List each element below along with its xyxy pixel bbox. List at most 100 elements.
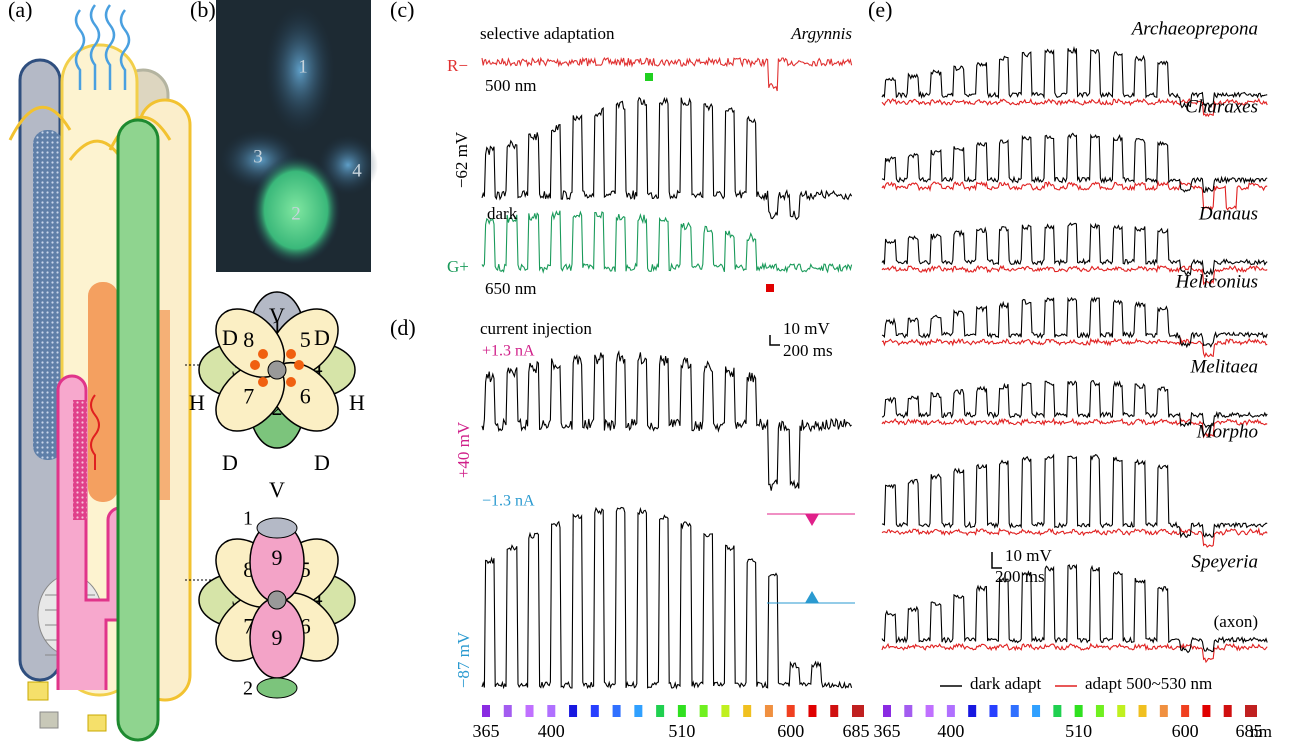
panel-label: (d): [390, 315, 416, 340]
stimulus-color: [1181, 705, 1189, 717]
stim-marker: [805, 514, 819, 526]
stimulus-color: [1075, 705, 1083, 717]
wavelength-tick: 600: [777, 721, 804, 741]
stimulus-color: [1117, 705, 1125, 717]
stimulus-color: [1032, 705, 1040, 717]
photo-label: 2: [291, 203, 301, 224]
direction: V: [269, 477, 285, 502]
wavelength-tick: 510: [1065, 721, 1092, 741]
stimulus-color: [989, 705, 997, 717]
direction: D: [314, 325, 330, 350]
stimulus-color: [787, 705, 795, 717]
wavelength-tick: 510: [668, 721, 695, 741]
species: Speyeria: [1192, 551, 1258, 572]
wavelength-tick: 685: [843, 721, 870, 741]
cell-number: 6: [300, 383, 311, 408]
stimulus-color: [526, 705, 534, 717]
cell-number: 9: [272, 625, 283, 650]
cell-number: 7: [243, 383, 254, 408]
wavelength: 500 nm: [485, 76, 536, 95]
wavelength-tick: 685: [1236, 721, 1263, 741]
scale-time: 200 ms: [783, 341, 833, 360]
current: −1.3 nA: [482, 493, 535, 510]
direction: V: [269, 303, 285, 328]
stimulus-color: [1139, 705, 1147, 717]
stimulus-color: [947, 705, 955, 717]
species: Charaxes: [1185, 96, 1258, 117]
stimulus-color: [678, 705, 686, 717]
stimulus-color: [808, 705, 816, 717]
traces: [482, 48, 1267, 688]
species: Archaeoprepona: [1130, 18, 1258, 39]
stimulus-color: [700, 705, 708, 717]
rhabdom-center: [268, 361, 286, 379]
trace: [882, 455, 1267, 538]
trace: [882, 381, 1267, 428]
panel-label: (b): [190, 0, 216, 22]
rhabdom-illustration: [10, 5, 220, 740]
trace-label: G+: [447, 257, 469, 276]
wavelength-tick: 365: [473, 721, 500, 741]
stimulus-color: [504, 705, 512, 717]
stimulus-color: [1096, 705, 1104, 717]
stim-marker: [805, 591, 819, 603]
photo-label: 3: [253, 146, 263, 167]
potential: −87 mV: [454, 631, 473, 688]
panel-label: (a): [8, 0, 32, 22]
marker: [645, 73, 653, 81]
cell-number: 5: [300, 327, 311, 352]
stimulus-color: [968, 705, 976, 717]
stimulus-color: [926, 705, 934, 717]
stimulus-color: [904, 705, 912, 717]
legend-entry: dark adapt: [970, 674, 1042, 693]
rhabdom-center: [268, 591, 286, 609]
wavelength: 650 nm: [485, 279, 536, 298]
trace: [882, 565, 1267, 652]
scale-voltage: 10 mV: [783, 319, 830, 338]
stimulus-color: [1202, 705, 1210, 717]
pigment: [294, 360, 304, 370]
cell-number: 1: [243, 508, 253, 530]
stimulus-color: [591, 705, 599, 717]
stimulus-color: [721, 705, 729, 717]
direction: D: [314, 450, 330, 475]
stimulus-color: [1053, 705, 1061, 717]
species: Morpho: [1196, 421, 1258, 442]
scale-bar: [992, 552, 1002, 568]
wavelength-tick: 600: [1172, 721, 1199, 741]
panel-title: selective adaptation: [480, 24, 615, 43]
trace: [482, 98, 852, 220]
scale-voltage: 10 mV: [1005, 546, 1052, 565]
stimulus-color: [765, 705, 773, 717]
current: +1.3 nA: [482, 343, 535, 360]
scale-time: 200 ms: [995, 567, 1045, 586]
stimulus-color: [547, 705, 555, 717]
pigment: [286, 377, 296, 387]
stimulus-color: [569, 705, 577, 717]
cell-number: 2: [243, 678, 253, 700]
trace: [482, 508, 852, 689]
stimulus-color: [634, 705, 642, 717]
direction: D: [222, 325, 238, 350]
cell: [257, 678, 297, 698]
scale-bar: [770, 335, 780, 345]
direction: D: [222, 450, 238, 475]
photo-label: 4: [352, 160, 362, 181]
dark-label: dark: [487, 204, 518, 223]
potential: +40 mV: [454, 421, 473, 478]
stimulus-color: [482, 705, 490, 717]
legend-entry: adapt 500~530 nm: [1085, 674, 1212, 693]
cell: [257, 518, 297, 538]
species: Argynnis: [790, 24, 852, 43]
species: Melitaea: [1189, 356, 1258, 377]
stimulus-color: [656, 705, 664, 717]
stimulus-color: [883, 705, 891, 717]
panel-label: (e): [868, 0, 892, 22]
wavelength-tick: 365: [874, 721, 901, 741]
species: Danaus: [1198, 203, 1258, 224]
stimulus-color: [1011, 705, 1019, 717]
trace: [882, 339, 1267, 357]
stimulus-color: [743, 705, 751, 717]
axon-label: (axon): [1214, 612, 1258, 631]
trace: [882, 529, 1267, 547]
